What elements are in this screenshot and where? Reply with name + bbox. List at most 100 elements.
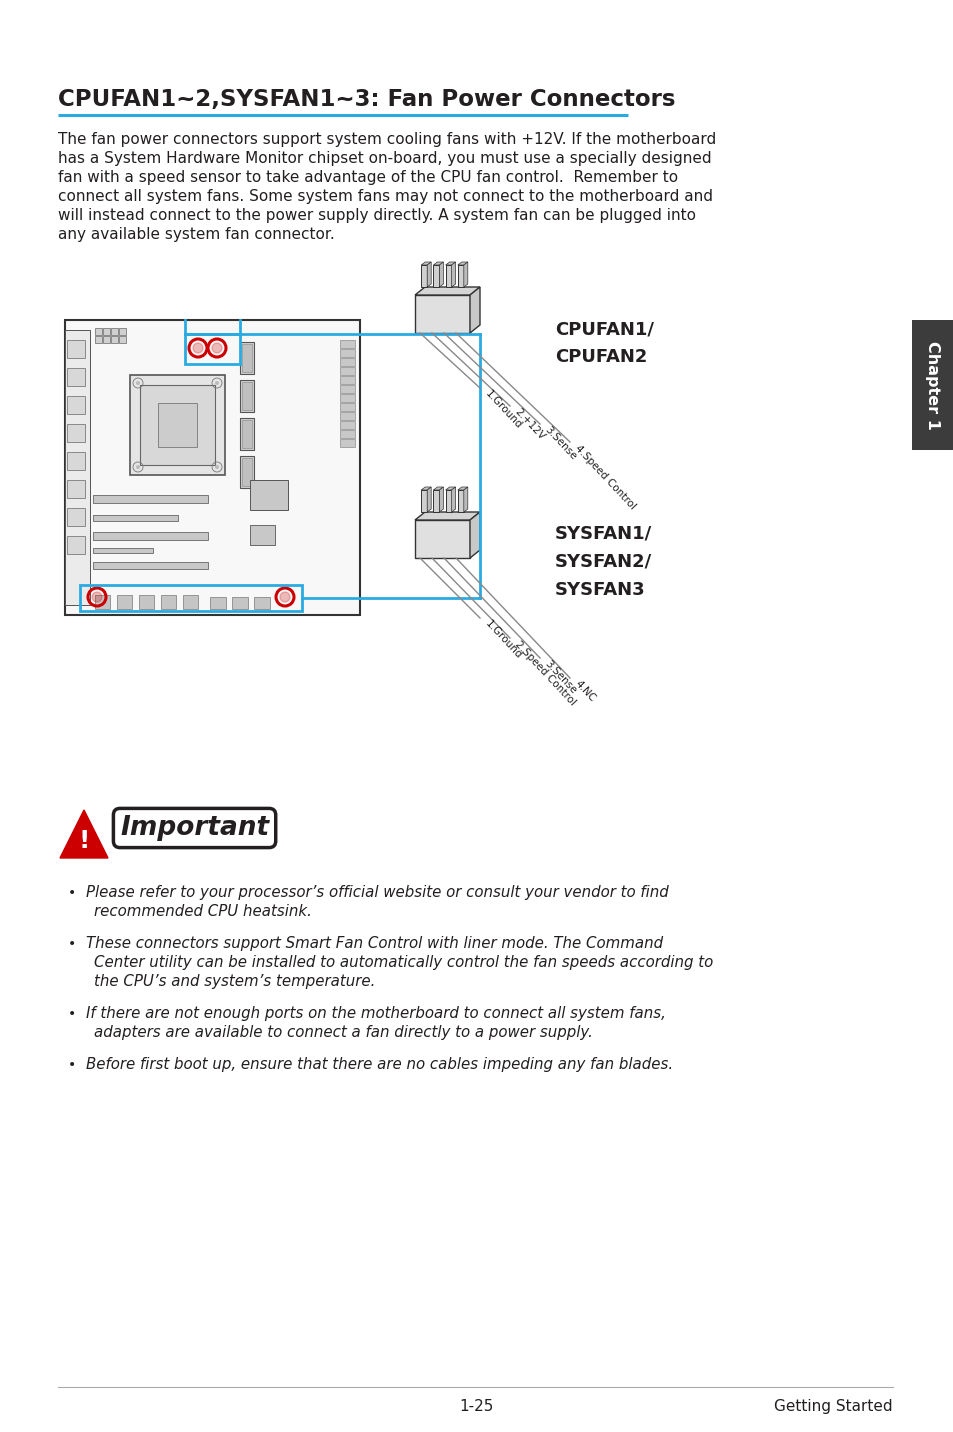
Text: the CPU’s and system’s temperature.: the CPU’s and system’s temperature. [94, 974, 375, 990]
FancyBboxPatch shape [119, 328, 126, 335]
Polygon shape [451, 487, 456, 513]
Circle shape [136, 465, 140, 470]
Text: CPUFAN1/
CPUFAN2: CPUFAN1/ CPUFAN2 [555, 319, 654, 365]
Text: These connectors support Smart Fan Control with liner mode. The Command: These connectors support Smart Fan Contr… [86, 937, 662, 951]
FancyBboxPatch shape [253, 597, 270, 609]
Text: Important: Important [120, 815, 269, 841]
FancyBboxPatch shape [210, 597, 226, 609]
Polygon shape [463, 487, 467, 513]
FancyBboxPatch shape [339, 349, 355, 357]
FancyBboxPatch shape [92, 561, 208, 569]
Circle shape [212, 344, 222, 354]
FancyBboxPatch shape [95, 596, 110, 609]
FancyBboxPatch shape [117, 596, 132, 609]
FancyBboxPatch shape [158, 402, 196, 447]
Text: •: • [68, 937, 76, 951]
FancyBboxPatch shape [95, 328, 102, 335]
FancyBboxPatch shape [242, 382, 252, 410]
FancyBboxPatch shape [339, 385, 355, 392]
Text: •: • [68, 1058, 76, 1073]
FancyBboxPatch shape [240, 455, 253, 488]
FancyBboxPatch shape [140, 385, 214, 465]
Text: •: • [68, 1007, 76, 1021]
FancyBboxPatch shape [339, 377, 355, 384]
Text: 3.Sense: 3.Sense [542, 425, 578, 463]
FancyBboxPatch shape [183, 596, 198, 609]
FancyBboxPatch shape [92, 548, 152, 553]
FancyBboxPatch shape [445, 490, 451, 513]
Polygon shape [470, 513, 479, 558]
Polygon shape [427, 487, 431, 513]
Text: Chapter 1: Chapter 1 [924, 341, 940, 430]
FancyBboxPatch shape [111, 328, 118, 335]
Polygon shape [60, 811, 108, 858]
Text: Center utility can be installed to automatically control the fan speeds accordin: Center utility can be installed to autom… [94, 955, 713, 969]
FancyBboxPatch shape [339, 339, 355, 348]
FancyBboxPatch shape [111, 337, 118, 344]
Text: Getting Started: Getting Started [774, 1399, 892, 1413]
FancyBboxPatch shape [433, 490, 439, 513]
FancyBboxPatch shape [339, 412, 355, 420]
Polygon shape [421, 487, 431, 490]
Circle shape [91, 591, 102, 601]
FancyBboxPatch shape [92, 533, 208, 540]
Polygon shape [415, 286, 479, 295]
FancyBboxPatch shape [67, 424, 85, 442]
FancyBboxPatch shape [339, 367, 355, 375]
FancyBboxPatch shape [65, 329, 90, 604]
Polygon shape [457, 262, 467, 265]
Polygon shape [439, 487, 443, 513]
Polygon shape [445, 262, 456, 265]
FancyBboxPatch shape [339, 402, 355, 411]
Text: any available system fan connector.: any available system fan connector. [58, 228, 335, 242]
Text: adapters are available to connect a fan directly to a power supply.: adapters are available to connect a fan … [94, 1025, 592, 1040]
Text: The fan power connectors support system cooling fans with +12V. If the motherboa: The fan power connectors support system … [58, 132, 716, 147]
FancyBboxPatch shape [421, 490, 427, 513]
Text: Before first boot up, ensure that there are no cables impeding any fan blades.: Before first boot up, ensure that there … [86, 1057, 673, 1073]
Text: 2.+12V: 2.+12V [513, 407, 546, 442]
Text: has a System Hardware Monitor chipset on-board, you must use a specially designe: has a System Hardware Monitor chipset on… [58, 150, 711, 166]
Circle shape [136, 381, 140, 385]
Text: 1-25: 1-25 [459, 1399, 494, 1413]
Text: If there are not enough ports on the motherboard to connect all system fans,: If there are not enough ports on the mot… [86, 1007, 665, 1021]
Text: 4.Speed Control: 4.Speed Control [573, 442, 637, 511]
FancyBboxPatch shape [339, 421, 355, 430]
FancyBboxPatch shape [92, 516, 178, 521]
Text: 3.Sense: 3.Sense [542, 659, 578, 696]
Polygon shape [457, 487, 467, 490]
FancyBboxPatch shape [67, 508, 85, 526]
FancyBboxPatch shape [433, 265, 439, 286]
FancyBboxPatch shape [339, 358, 355, 367]
FancyBboxPatch shape [250, 480, 288, 510]
FancyBboxPatch shape [232, 597, 248, 609]
FancyBboxPatch shape [339, 440, 355, 447]
FancyBboxPatch shape [65, 319, 359, 614]
FancyBboxPatch shape [92, 495, 208, 503]
Text: SYSFAN1/
SYSFAN2/
SYSFAN3: SYSFAN1/ SYSFAN2/ SYSFAN3 [555, 526, 652, 599]
FancyBboxPatch shape [130, 375, 225, 475]
FancyBboxPatch shape [67, 536, 85, 554]
FancyBboxPatch shape [240, 342, 253, 374]
Circle shape [280, 591, 290, 601]
FancyBboxPatch shape [415, 520, 470, 558]
Text: •: • [68, 886, 76, 899]
Circle shape [214, 465, 219, 470]
Text: will instead connect to the power supply directly. A system fan can be plugged i: will instead connect to the power supply… [58, 208, 696, 223]
Polygon shape [433, 262, 443, 265]
FancyBboxPatch shape [911, 319, 953, 450]
FancyBboxPatch shape [415, 295, 470, 334]
Polygon shape [445, 487, 456, 490]
FancyBboxPatch shape [139, 596, 153, 609]
FancyBboxPatch shape [67, 339, 85, 358]
FancyBboxPatch shape [103, 328, 110, 335]
Text: !: ! [78, 829, 90, 853]
FancyBboxPatch shape [242, 420, 252, 448]
Text: 1.Ground: 1.Ground [482, 390, 523, 431]
Text: 2.Speed Control: 2.Speed Control [513, 639, 577, 707]
FancyBboxPatch shape [67, 368, 85, 387]
FancyBboxPatch shape [242, 344, 252, 372]
Text: fan with a speed sensor to take advantage of the CPU fan control.  Remember to: fan with a speed sensor to take advantag… [58, 170, 678, 185]
FancyBboxPatch shape [250, 526, 274, 546]
Text: 1.Ground: 1.Ground [482, 619, 523, 662]
FancyBboxPatch shape [457, 490, 463, 513]
